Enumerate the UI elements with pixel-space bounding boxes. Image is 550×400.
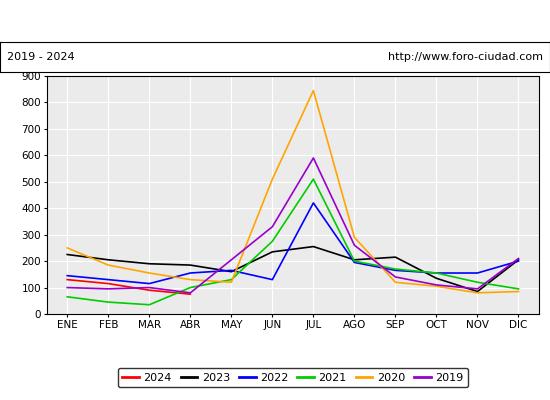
- Legend: 2024, 2023, 2022, 2021, 2020, 2019: 2024, 2023, 2022, 2021, 2020, 2019: [118, 368, 468, 387]
- Text: 2019 - 2024: 2019 - 2024: [7, 52, 74, 62]
- Text: Evolucion Nº Turistas Nacionales en el municipio de Arenas: Evolucion Nº Turistas Nacionales en el m…: [78, 14, 472, 28]
- Text: http://www.foro-ciudad.com: http://www.foro-ciudad.com: [388, 52, 543, 62]
